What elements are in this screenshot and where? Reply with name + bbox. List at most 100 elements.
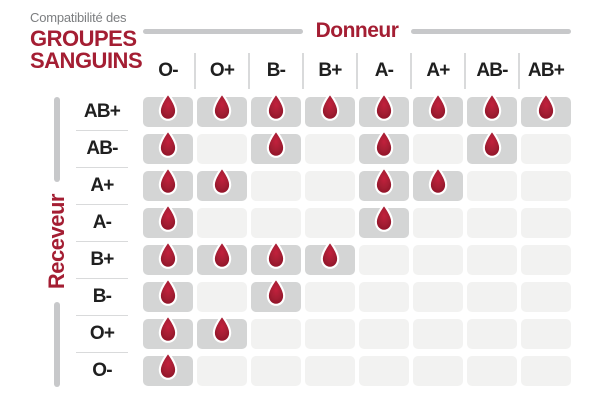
cell-O+-from-AB+	[521, 319, 571, 349]
donor-column-headers: O- O+ B- B+ A- A+ AB- AB+	[143, 52, 571, 90]
receiver-row-labels: AB+ AB- A+ A- B+ B- O+ O-	[74, 97, 130, 386]
receiver-label-B+: B+	[90, 249, 114, 270]
cell-B--from-A+	[413, 282, 463, 312]
cell-A+-from-O-	[143, 165, 193, 201]
cell-AB--from-B-	[251, 128, 301, 164]
receiver-header-line-bottom	[54, 301, 60, 388]
receiver-label-O+: O+	[89, 323, 115, 344]
blood-drop-icon	[212, 91, 232, 121]
blood-drop-icon	[374, 202, 394, 232]
blood-drop-icon	[158, 91, 178, 121]
blood-drop-icon	[158, 350, 178, 380]
cell-AB+-from-O-	[143, 91, 193, 127]
cell-B+-from-AB-	[467, 245, 517, 275]
receiver-label-A-: A-	[92, 212, 112, 233]
blood-drop-icon	[158, 128, 178, 158]
cell-A--from-B-	[251, 208, 301, 238]
donor-header-B-: B-	[266, 60, 286, 81]
cell-O--from-O+	[197, 356, 247, 386]
column-separator	[518, 53, 520, 89]
blood-drop-icon	[212, 239, 232, 269]
row-separator	[76, 166, 128, 169]
cell-B--from-AB+	[521, 282, 571, 312]
cell-A--from-O-	[143, 202, 193, 238]
column-separator	[356, 53, 358, 89]
blood-drop-icon	[158, 313, 178, 343]
cell-AB+-from-B+	[305, 91, 355, 127]
cell-A--from-AB-	[467, 208, 517, 238]
cell-O+-from-A-	[359, 319, 409, 349]
cell-AB--from-A+	[413, 134, 463, 164]
cell-B+-from-O-	[143, 239, 193, 275]
cell-AB+-from-AB+	[521, 91, 571, 127]
cell-O--from-A+	[413, 356, 463, 386]
receiver-label-AB-: AB-	[86, 138, 118, 159]
donor-axis-label: Donneur	[315, 19, 399, 42]
cell-O+-from-B-	[251, 319, 301, 349]
cell-B+-from-B+	[305, 239, 355, 275]
row-separator	[76, 240, 128, 243]
cell-B--from-O-	[143, 276, 193, 312]
donor-header-O+: O+	[209, 60, 235, 81]
blood-drop-icon	[374, 91, 394, 121]
cell-B--from-AB-	[467, 282, 517, 312]
cell-O--from-AB+	[521, 356, 571, 386]
cell-AB+-from-A+	[413, 91, 463, 127]
blood-drop-icon	[536, 91, 556, 121]
donor-header-line-left	[143, 28, 303, 34]
row-separator	[76, 203, 128, 206]
receiver-axis-header: Receveur	[42, 97, 72, 388]
cell-B--from-B-	[251, 276, 301, 312]
cell-AB--from-AB-	[467, 128, 517, 164]
blood-drop-icon	[266, 239, 286, 269]
receiver-axis-label: Receveur	[44, 194, 69, 290]
donor-header-A+: A+	[426, 60, 450, 81]
cell-AB+-from-B-	[251, 91, 301, 127]
title-main-line1: GROUPES	[30, 26, 137, 51]
column-separator	[248, 53, 250, 89]
cell-B+-from-AB+	[521, 245, 571, 275]
cell-O--from-B-	[251, 356, 301, 386]
cell-A--from-B+	[305, 208, 355, 238]
donor-header-AB+: AB+	[527, 60, 565, 81]
blood-drop-icon	[158, 202, 178, 232]
cell-AB--from-A-	[359, 128, 409, 164]
receiver-label-AB+: AB+	[83, 101, 121, 122]
cell-AB--from-AB+	[521, 134, 571, 164]
cell-O--from-AB-	[467, 356, 517, 386]
donor-header-A-: A-	[374, 60, 394, 81]
cell-O--from-O-	[143, 350, 193, 386]
cell-A+-from-AB-	[467, 171, 517, 201]
chart-title: Compatibilité des GROUPES SANGUINS	[30, 10, 143, 72]
cell-A+-from-AB+	[521, 171, 571, 201]
cell-AB--from-O-	[143, 128, 193, 164]
column-separator	[302, 53, 304, 89]
row-separator	[76, 129, 128, 132]
receiver-label-O-: O-	[92, 360, 112, 381]
cell-B+-from-B-	[251, 239, 301, 275]
cell-A+-from-A+	[413, 165, 463, 201]
cell-A--from-A-	[359, 202, 409, 238]
cell-A--from-O+	[197, 208, 247, 238]
donor-header-line-right	[411, 28, 572, 34]
compatibility-grid	[143, 91, 571, 386]
cell-AB+-from-A-	[359, 91, 409, 127]
cell-AB+-from-O+	[197, 91, 247, 127]
blood-drop-icon	[212, 165, 232, 195]
cell-B+-from-O+	[197, 239, 247, 275]
blood-drop-icon	[428, 165, 448, 195]
cell-O--from-B+	[305, 356, 355, 386]
donor-axis-header: Donneur	[143, 18, 572, 44]
title-prefix: Compatibilité des	[30, 10, 127, 25]
blood-drop-icon	[320, 239, 340, 269]
row-separator	[76, 277, 128, 280]
blood-drop-icon	[320, 91, 340, 121]
cell-A+-from-O+	[197, 165, 247, 201]
blood-drop-icon	[266, 276, 286, 306]
cell-O+-from-O-	[143, 313, 193, 349]
blood-drop-icon	[266, 128, 286, 158]
blood-drop-icon	[374, 128, 394, 158]
receiver-label-B-: B-	[92, 286, 112, 307]
blood-drop-icon	[158, 165, 178, 195]
